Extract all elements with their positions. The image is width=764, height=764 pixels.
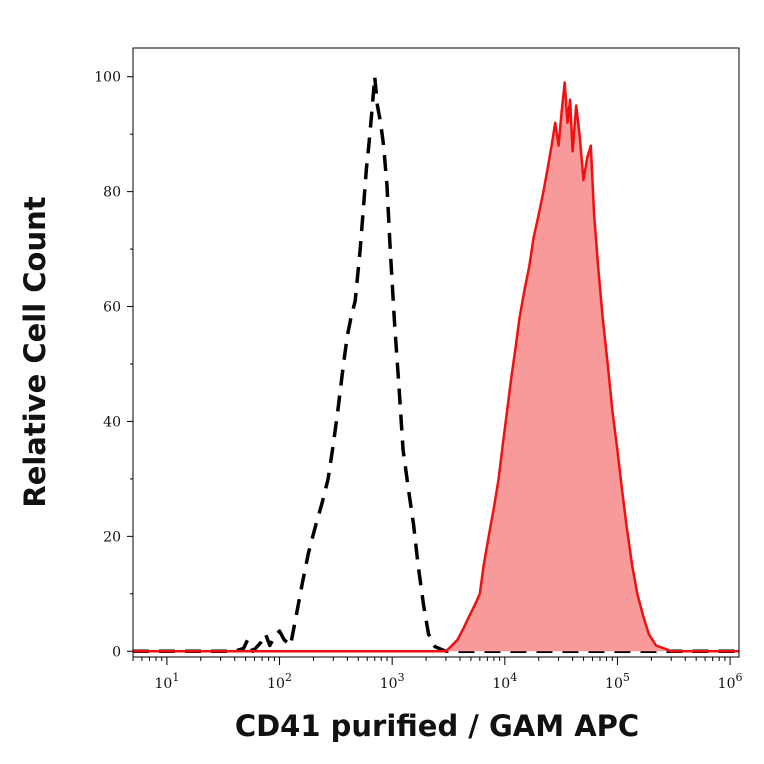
y-tick-label-2: 40	[103, 414, 121, 430]
y-axis-title: Relative Cell Count	[18, 196, 52, 507]
plot-area	[133, 74, 739, 654]
series-1-line	[133, 81, 739, 653]
y-tick-label-4: 80	[103, 185, 121, 201]
x-tick-label-0: 101	[154, 671, 179, 692]
x-tick-label-1: 102	[267, 671, 292, 692]
x-axis-title: CD41 purified / GAM APC	[235, 709, 639, 743]
x-tick-label-5: 106	[718, 671, 743, 692]
series-1-fill	[133, 82, 739, 652]
y-tick-label-1: 20	[103, 529, 121, 545]
x-tick-label-2: 103	[380, 671, 405, 692]
y-tick-label-0: 0	[112, 644, 121, 660]
y-tick-label-5: 100	[94, 70, 121, 86]
x-tick-label-3: 104	[492, 671, 517, 692]
axes: 0 20 40 60 80 100 101 102 103 104 105 106	[94, 47, 743, 692]
x-tick-label-4: 105	[605, 671, 630, 692]
plot-frame	[132, 47, 740, 658]
series-0-line	[133, 74, 739, 654]
y-tick-label-3: 60	[103, 300, 121, 316]
